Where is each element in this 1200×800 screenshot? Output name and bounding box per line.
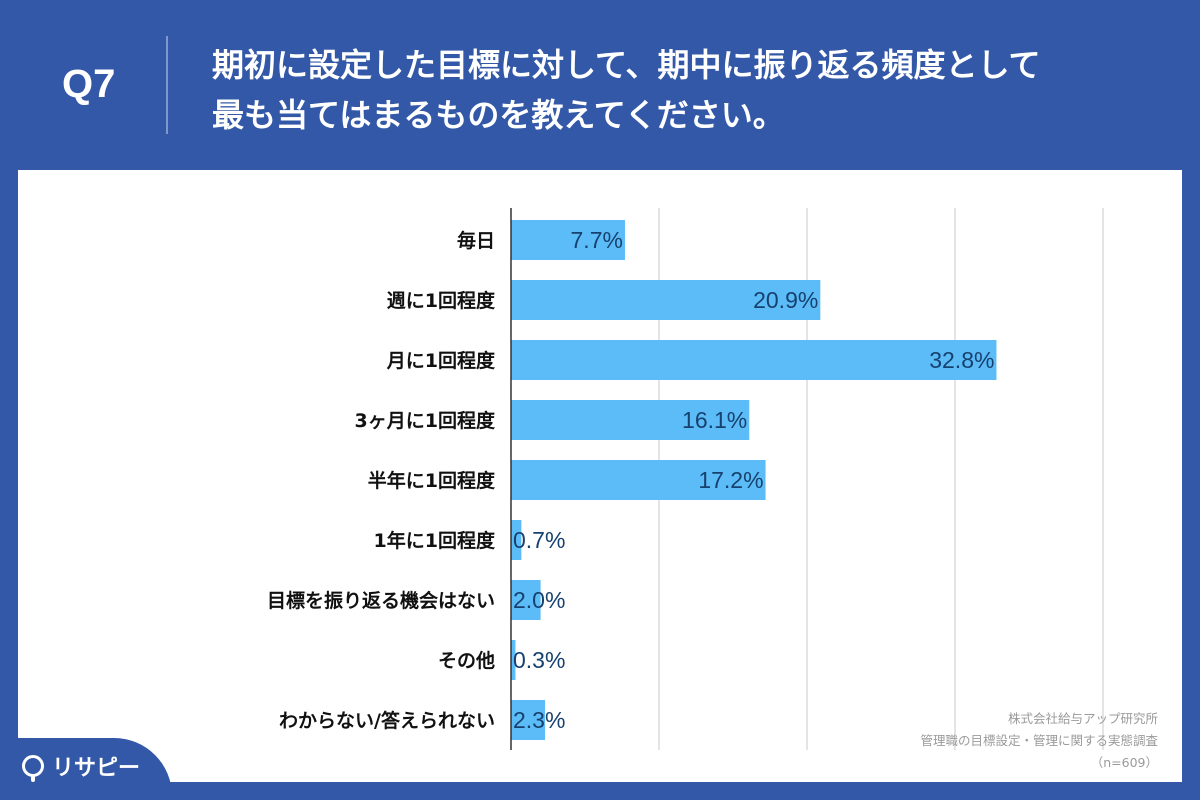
category-label: 目標を振り返る機会はない (267, 589, 495, 612)
value-label: 7.7% (571, 227, 623, 253)
value-label: 20.9% (753, 287, 818, 313)
value-label: 2.0% (513, 587, 565, 613)
header: Q7 期初に設定した目標に対して、期中に振り返る頻度として 最も当てはまるものを… (0, 0, 1200, 170)
pin-icon (22, 755, 44, 782)
category-label: わからない/答えられない (279, 709, 495, 732)
question-line-2: 最も当てはまるものを教えてください。 (212, 96, 785, 134)
bar (511, 700, 546, 740)
bar (511, 580, 541, 620)
bar (511, 640, 516, 680)
chart-panel: 毎日 7.7% 週に1回程度 20.9% 月に1回程度 32.8% 3ヶ月に1回程度 16.1… (18, 170, 1182, 782)
logo-text: リサピー (52, 756, 141, 781)
question-line-1: 期初に設定した目標に対して、期中に振り返る頻度として (212, 46, 1041, 84)
bar (511, 400, 750, 440)
bar-chart: 毎日 7.7% 週に1回程度 20.9% 月に1回程度 32.8% 3ヶ月に1回程度 16.1… (267, 208, 1104, 750)
question-number: Q7 (62, 62, 116, 106)
value-label: 0.7% (513, 527, 565, 553)
value-label: 16.1% (682, 407, 747, 433)
bar (511, 280, 821, 320)
value-label: 17.2% (698, 467, 763, 493)
value-label: 2.3% (513, 707, 565, 733)
category-label: 毎日 (457, 229, 495, 252)
bar (511, 520, 522, 560)
source-note: 株式会社給与アップ研究所 管理職の目標設定・管理に関する実態調査 （n=609） (920, 708, 1158, 774)
bar (511, 340, 997, 380)
bar (511, 220, 625, 260)
value-label: 0.3% (513, 647, 565, 673)
category-label: 3ヶ月に1回程度 (355, 409, 496, 432)
category-label: 半年に1回程度 (368, 469, 496, 492)
source-survey: 管理職の目標設定・管理に関する実態調査 (920, 733, 1158, 748)
question-text: 期初に設定した目標に対して、期中に振り返る頻度として 最も当てはまるものを教えて… (212, 40, 1172, 140)
category-label: 週に1回程度 (387, 289, 496, 312)
brand-logo: リサピー (22, 750, 140, 782)
header-divider (166, 36, 168, 134)
bar (511, 460, 766, 500)
source-company: 株式会社給与アップ研究所 (1007, 711, 1158, 726)
value-label: 32.8% (929, 347, 994, 373)
category-label: 月に1回程度 (386, 349, 496, 372)
source-sample: （n=609） (1090, 755, 1158, 770)
category-label: その他 (438, 649, 495, 672)
category-label: 1年に1回程度 (374, 529, 496, 552)
